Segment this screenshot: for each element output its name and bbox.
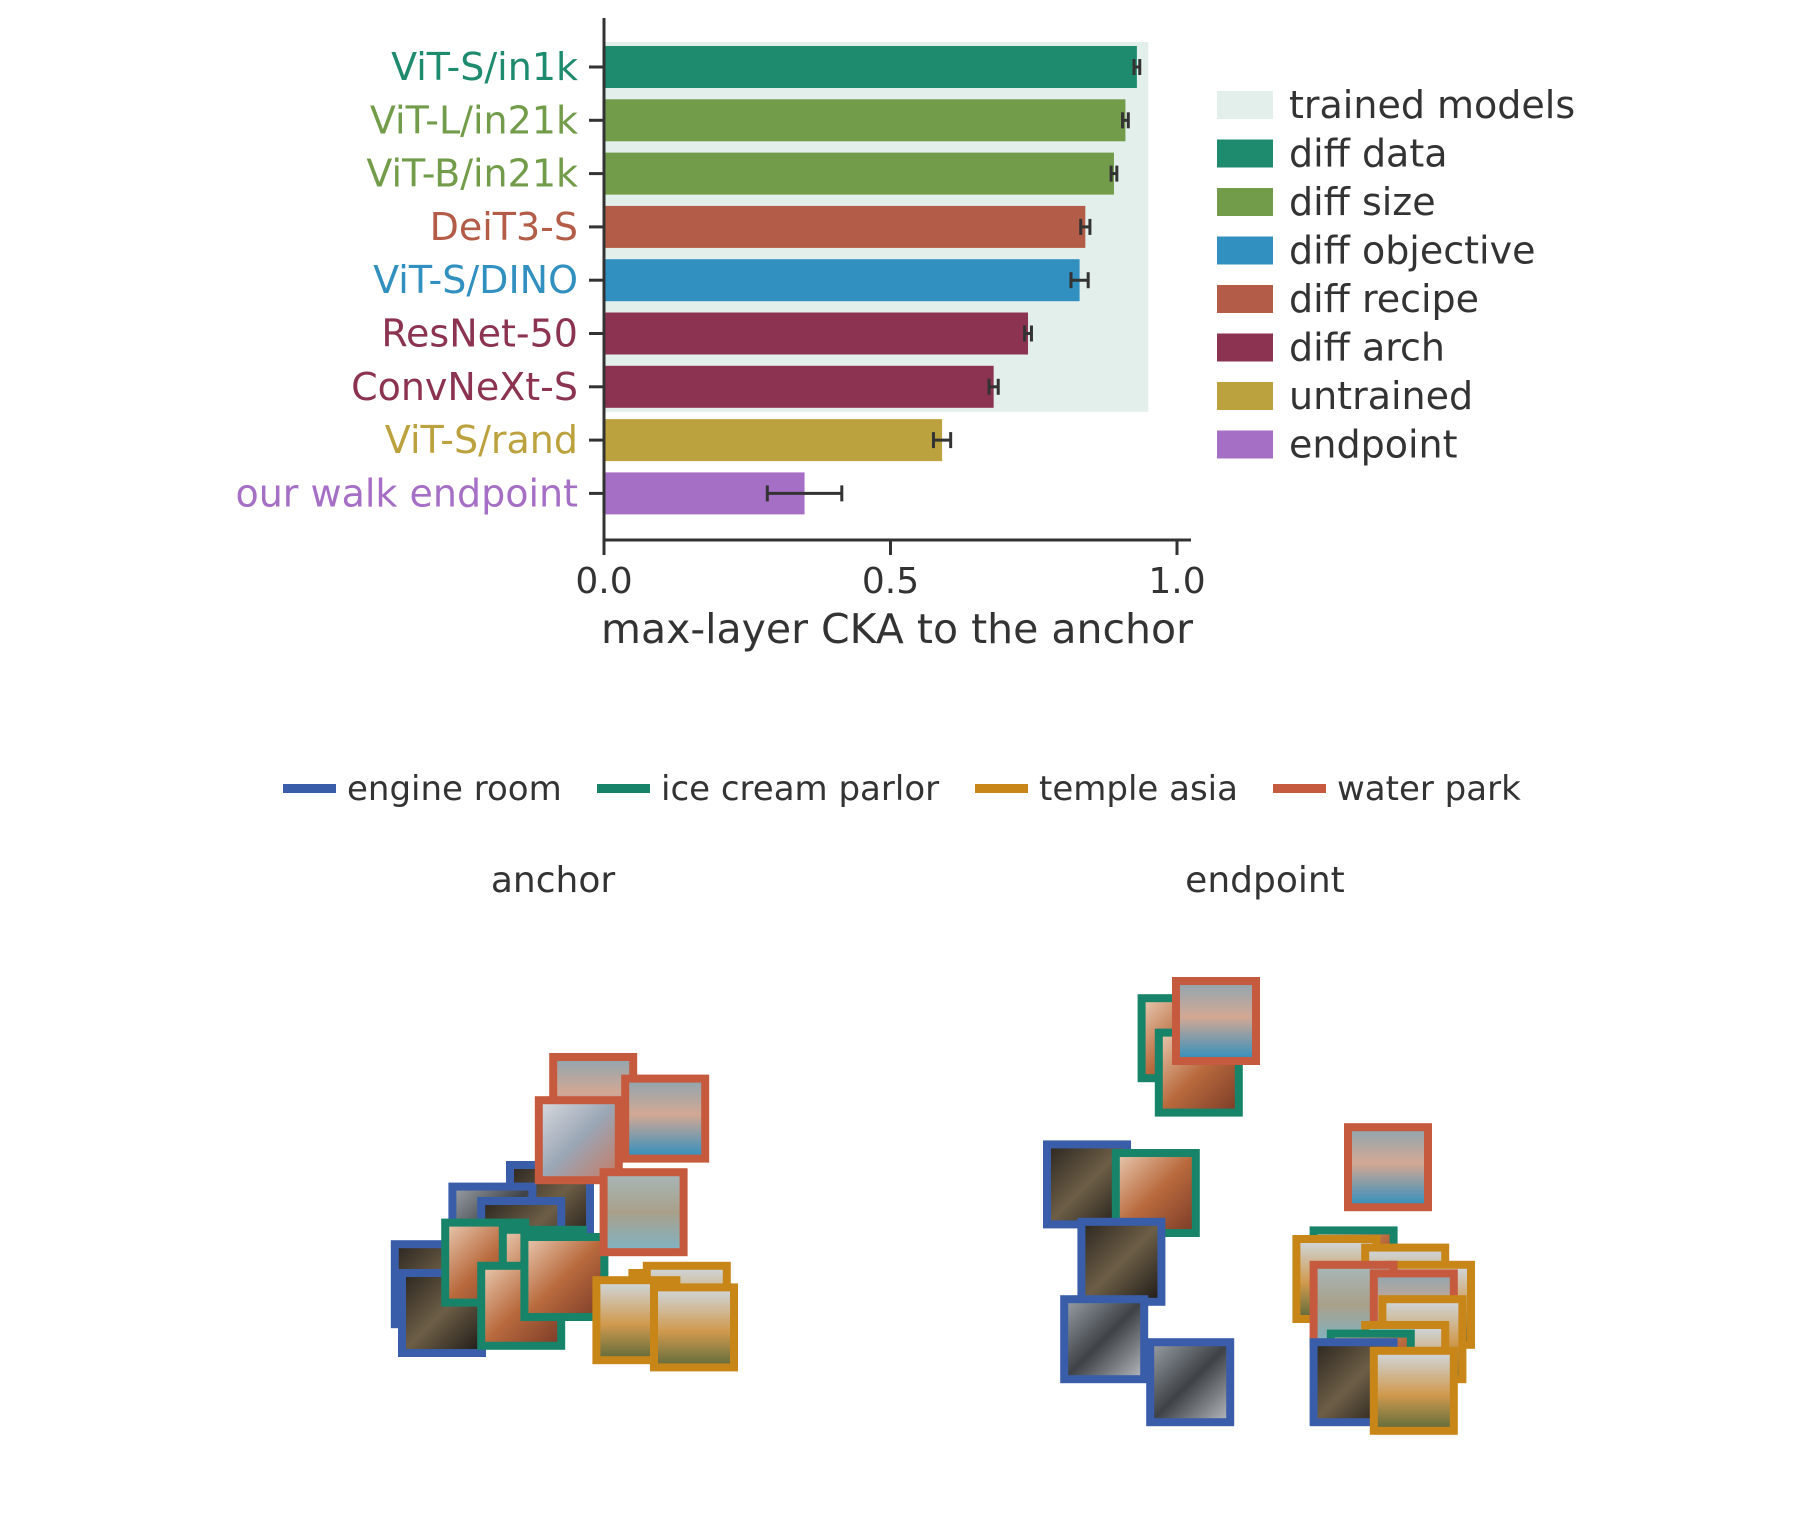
x-tick-label-2: 1.0 [1148, 561, 1205, 602]
y-tick-label-vit-s-rand: ViT-S/rand [385, 418, 578, 462]
legend-swatch-diff-objective [1217, 236, 1273, 265]
legend-label-diff-recipe: diff recipe [1289, 277, 1479, 321]
scatter-legend: engine room ice cream parlor temple asia wa… [283, 769, 1521, 809]
y-tick-label-vit-s-in1k: ViT-S/in1k [391, 45, 578, 89]
thumbnail-temple-asia [650, 1283, 738, 1372]
bar-chart: ViT-S/in1k ViT-L/in21k ViT-B/in21k DeiT3-S V… [235, 18, 1575, 653]
thumbnail-water-park [599, 1168, 688, 1257]
legend-label-diff-size: diff size [1289, 180, 1436, 224]
y-tick-label-deit3-s: DeiT3-S [430, 205, 578, 249]
thumbnail-image [1065, 1300, 1144, 1379]
thumbnail-water-park [1344, 1123, 1432, 1212]
legend-swatch-diff-recipe [1217, 285, 1273, 313]
panel-title-endpoint: endpoint [1185, 860, 1345, 901]
thumbnail-frame [621, 1074, 710, 1163]
legend-line-ice-cream-parlor [597, 784, 650, 793]
bar-vit-s-rand [604, 419, 943, 462]
scatter-panel-endpoint [1043, 977, 1475, 1435]
thumbnail-water-park [621, 1074, 710, 1163]
legend-line-water-park [1273, 784, 1326, 793]
thumbnail-frame [1060, 1295, 1149, 1384]
x-axis-label: max-layer CKA to the anchor [601, 605, 1193, 653]
legend-swatch-diff-data [1217, 139, 1273, 168]
legend-swatch-diff-arch [1217, 333, 1273, 362]
thumbnail-image [1349, 1128, 1427, 1207]
bar-convnext-s [604, 365, 994, 408]
y-tick-label-resnet-50: ResNet-50 [381, 312, 578, 356]
thumbnail-image [655, 1288, 733, 1367]
legend-label-temple-asia: temple asia [1039, 769, 1238, 809]
legend-swatch-diff-size [1217, 188, 1273, 216]
legend-swatch-endpoint [1217, 430, 1273, 459]
thumbnail-frame [1172, 977, 1260, 1065]
bar-vit-b-in21k [604, 152, 1114, 195]
legend-line-engine-room [283, 784, 336, 793]
thumbnail-frame [534, 1096, 623, 1185]
bar-vit-l-in21k [604, 99, 1126, 142]
bar-vit-s-in1k [604, 46, 1137, 88]
thumbnail-image [525, 1238, 604, 1316]
legend-label-diff-arch: diff arch [1289, 326, 1445, 370]
thumbnail-image [1374, 1351, 1453, 1430]
thumbnail-frame [1344, 1123, 1432, 1212]
scatter-panel-anchor [390, 1053, 738, 1372]
thumbnail-ice-cream-parlor [520, 1233, 609, 1321]
thumbnail-engine-room [1146, 1338, 1235, 1427]
legend-label-diff-objective: diff objective [1289, 229, 1535, 273]
y-tick-label-vit-s-dino: ViT-S/DINO [373, 258, 578, 302]
thumbnail-temple-asia [1369, 1346, 1458, 1435]
legend-label-ice-cream-parlor: ice cream parlor [661, 769, 939, 809]
legend-swatch-untrained [1217, 382, 1273, 410]
panel-title-anchor: anchor [491, 860, 616, 901]
thumbnail-image [1151, 1343, 1230, 1422]
thumbnail-frame [1369, 1346, 1458, 1435]
thumbnail-engine-room [1060, 1295, 1149, 1384]
thumbnail-frame [1146, 1338, 1235, 1427]
legend-label-endpoint: endpoint [1289, 423, 1458, 467]
thumbnail-image [626, 1079, 705, 1158]
x-tick-label-1: 0.5 [862, 561, 919, 602]
thumbnail-image [1082, 1222, 1161, 1301]
x-tick-label-0: 0.0 [575, 561, 632, 602]
legend-label-engine-room: engine room [347, 769, 562, 809]
y-tick-label-vit-l-in21k: ViT-L/in21k [370, 98, 578, 142]
thumbnail-image [604, 1173, 683, 1252]
thumbnail-engine-room [1077, 1217, 1166, 1306]
thumbnail-image [1177, 982, 1255, 1060]
thumbnail-frame [650, 1283, 738, 1372]
thumbnail-frame [599, 1168, 688, 1257]
y-tick-label-vit-b-in21k: ViT-B/in21k [366, 152, 578, 196]
legend-label-untrained: untrained [1289, 374, 1473, 418]
thumbnail-image [539, 1101, 618, 1180]
legend-label-trained-models: trained models [1289, 83, 1575, 127]
thumbnail-water-park [534, 1096, 623, 1185]
legend-swatch-trained-models [1217, 91, 1273, 119]
y-tick-label-convnext-s: ConvNeXt-S [351, 365, 578, 409]
y-tick-label-our-walk-endpoint: our walk endpoint [235, 471, 578, 515]
legend-label-water-park: water park [1337, 769, 1521, 809]
bar-resnet-50 [604, 312, 1029, 355]
thumbnail-water-park [1172, 977, 1260, 1065]
legend-label-diff-data: diff data [1289, 132, 1448, 176]
legend-line-temple-asia [975, 784, 1028, 793]
bar-vit-s-dino [604, 259, 1080, 302]
bar-deit3-s [604, 205, 1086, 248]
